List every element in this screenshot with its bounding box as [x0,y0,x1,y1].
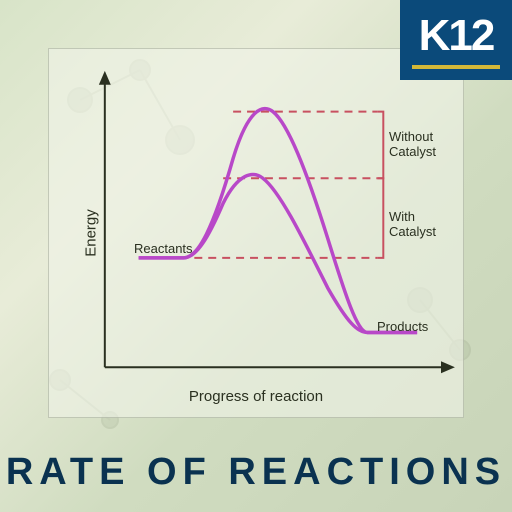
x-axis-label: Progress of reaction [189,388,323,405]
page-title: RATE OF REACTIONS [0,451,512,494]
k12-underline [412,65,500,69]
y-axis-label: Energy [82,209,99,257]
title-bar: RATE OF REACTIONS [0,451,512,494]
k12-badge-text: K12 [419,11,494,61]
reactants-label: Reactants [134,241,193,256]
products-label: Products [377,319,428,334]
without-catalyst-label: Without Catalyst [389,129,463,159]
chart-panel: Energy Progress of reaction Reactants Pr… [48,48,464,418]
with-catalyst-label: With Catalyst [389,209,463,239]
k12-badge: K12 [400,0,512,80]
